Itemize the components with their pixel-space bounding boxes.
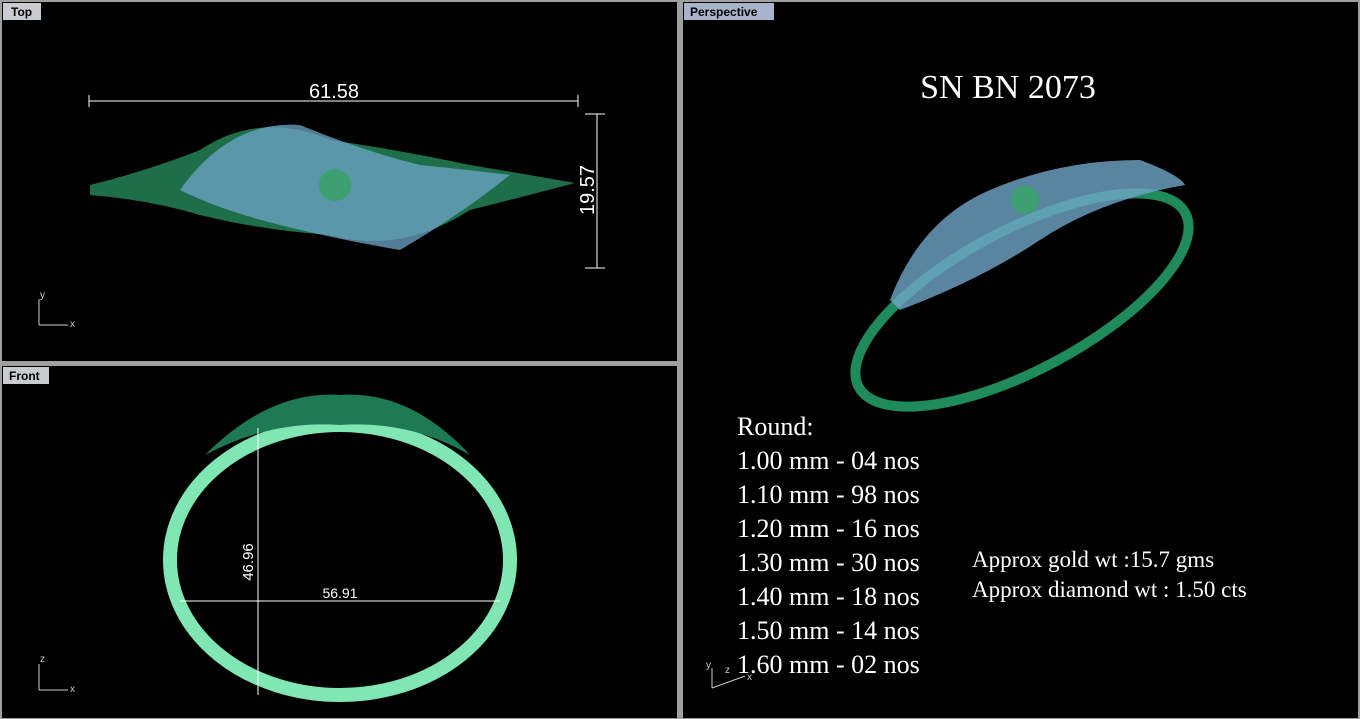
axis-label: x [70,319,75,330]
weight-line: Approx gold wt :15.7 gms [972,547,1214,572]
stone-list: Round: [737,412,814,441]
stone-line: 1.00 mm - 04 nos [737,446,920,475]
axis-label: z [40,654,45,665]
stone-line: 1.40 mm - 18 nos [737,582,920,611]
axis-label: y [40,290,45,301]
bracelet-perspective [850,160,1194,412]
design-title: SN BN 2073 [920,69,1096,106]
viewport-tab[interactable] [3,3,41,20]
axis-label: x [70,684,75,695]
axis-label: y [706,660,711,671]
stone-heading: Round: [737,412,814,441]
bracelet-front-top [205,394,470,455]
bracelet-top [90,124,575,250]
stone-line: 1.30 mm - 30 nos [737,548,920,577]
weight-line: Approx diamond wt : 1.50 cts [972,577,1247,602]
stone-line: 1.20 mm - 16 nos [737,514,920,543]
viewport-tab[interactable] [3,367,49,384]
axis-label: z [725,665,730,676]
viewport-label: Front [9,369,40,383]
dimension-text: 56.91 [322,585,357,601]
viewport-tab[interactable] [684,3,774,20]
axis-icon [711,675,746,689]
dimension-text: 61.58 [309,81,359,103]
stone-line: 1.50 mm - 14 nos [737,616,920,645]
stone-line: 1.60 mm - 02 nos [737,650,920,679]
dimension-text: 46.96 [240,543,257,581]
viewport-label: Top [11,5,32,19]
dimension-text: 19.57 [577,165,599,215]
perspective-viewport[interactable] [683,2,1358,718]
viewport-label: Perspective [690,5,758,19]
stone-line: 1.10 mm - 98 nos [737,480,920,509]
axis-label: x [747,672,752,683]
